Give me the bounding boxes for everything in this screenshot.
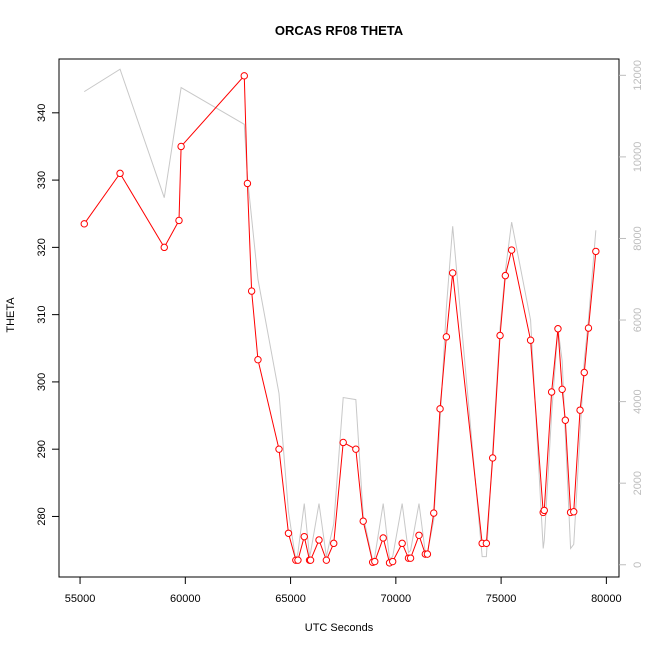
theta-data-point <box>175 216 183 225</box>
plot-frame <box>58 58 620 578</box>
x-tick-label: 65000 <box>275 593 306 605</box>
y2-tick-label: 6000 <box>632 308 644 332</box>
y2-tick-label: 0 <box>632 562 644 568</box>
y2-tick-label: 2000 <box>632 471 644 495</box>
x-tick-label: 60000 <box>170 593 201 605</box>
y2-tick-label: 4000 <box>632 389 644 413</box>
theta-data-point <box>116 169 124 178</box>
y-axis-right: 0 2000 4000 6000 8000 10000 12000 <box>619 60 644 568</box>
theta-data-point <box>254 356 262 364</box>
theta-data-point <box>352 445 360 453</box>
theta-data-point <box>379 534 387 542</box>
theta-data-point <box>580 368 588 377</box>
y-axis-label: THETA <box>5 297 17 333</box>
theta-data-point <box>177 142 185 151</box>
theta-data-point <box>300 532 308 541</box>
theta-data-point <box>406 554 415 562</box>
theta-data-point <box>284 529 293 537</box>
theta-data-point <box>339 438 347 447</box>
theta-data-point <box>436 405 444 413</box>
theta-series-line <box>83 74 597 564</box>
theta-data-point <box>322 556 331 564</box>
theta-data-point <box>275 445 283 453</box>
y-tick-label: 340 <box>36 104 48 122</box>
theta-data-point <box>247 287 256 295</box>
x-tick-label: 70000 <box>381 593 412 605</box>
theta-data-point <box>554 325 562 333</box>
theta-data-point <box>243 179 252 188</box>
x-tick-label: 75000 <box>486 593 517 605</box>
y2-tick-label: 10000 <box>632 142 644 173</box>
y-tick-label: 290 <box>36 440 48 458</box>
theta-data-point <box>160 243 168 252</box>
theta-data-point <box>501 271 510 280</box>
theta-data-point <box>561 416 570 424</box>
x-axis-label: UTC Seconds <box>305 622 374 634</box>
series-area <box>80 68 600 567</box>
y-tick-label: 320 <box>36 238 48 256</box>
theta-data-point <box>448 269 457 277</box>
theta-data-point <box>240 72 248 80</box>
theta-data-point <box>442 333 451 341</box>
y-tick-label: 310 <box>36 305 48 323</box>
secondary-series-line <box>83 68 597 563</box>
y-tick-label: 300 <box>36 373 48 391</box>
theta-data-point <box>315 536 323 544</box>
theta-data-point <box>80 220 88 228</box>
y2-tick-label: 12000 <box>632 60 644 91</box>
theta-data-point <box>488 454 497 462</box>
theta-data-point <box>359 517 367 525</box>
x-tick-label: 55000 <box>65 593 96 605</box>
x-axis: 55000 60000 65000 70000 75000 80000 <box>65 577 622 605</box>
theta-data-point <box>584 324 593 332</box>
theta-data-point <box>306 556 315 564</box>
theta-data-point <box>482 539 491 548</box>
theta-data-point <box>540 506 548 515</box>
theta-data-point <box>294 556 302 564</box>
theta-data-point <box>558 385 566 394</box>
theta-data-point <box>430 509 438 517</box>
theta-data-point <box>330 539 338 548</box>
theta-data-point <box>423 550 432 558</box>
theta-data-point <box>398 539 406 548</box>
y-tick-label: 330 <box>36 171 48 189</box>
theta-data-point <box>371 557 379 566</box>
theta-data-point <box>507 246 516 254</box>
theta-data-point <box>388 557 397 566</box>
y-axis-left: 280 290 300 310 320 330 340 <box>36 104 59 526</box>
theta-data-point <box>526 336 535 344</box>
theta-data-point <box>415 531 423 539</box>
theta-data-point <box>576 406 584 414</box>
theta-data-point <box>570 508 578 516</box>
theta-data-point <box>547 388 556 396</box>
theta-data-point <box>592 247 600 256</box>
y-tick-label: 280 <box>36 507 48 525</box>
chart-title: ORCAS RF08 THETA <box>275 23 404 38</box>
theta-data-point <box>496 331 504 340</box>
x-tick-label: 80000 <box>591 593 622 605</box>
y2-tick-label: 8000 <box>632 226 644 250</box>
